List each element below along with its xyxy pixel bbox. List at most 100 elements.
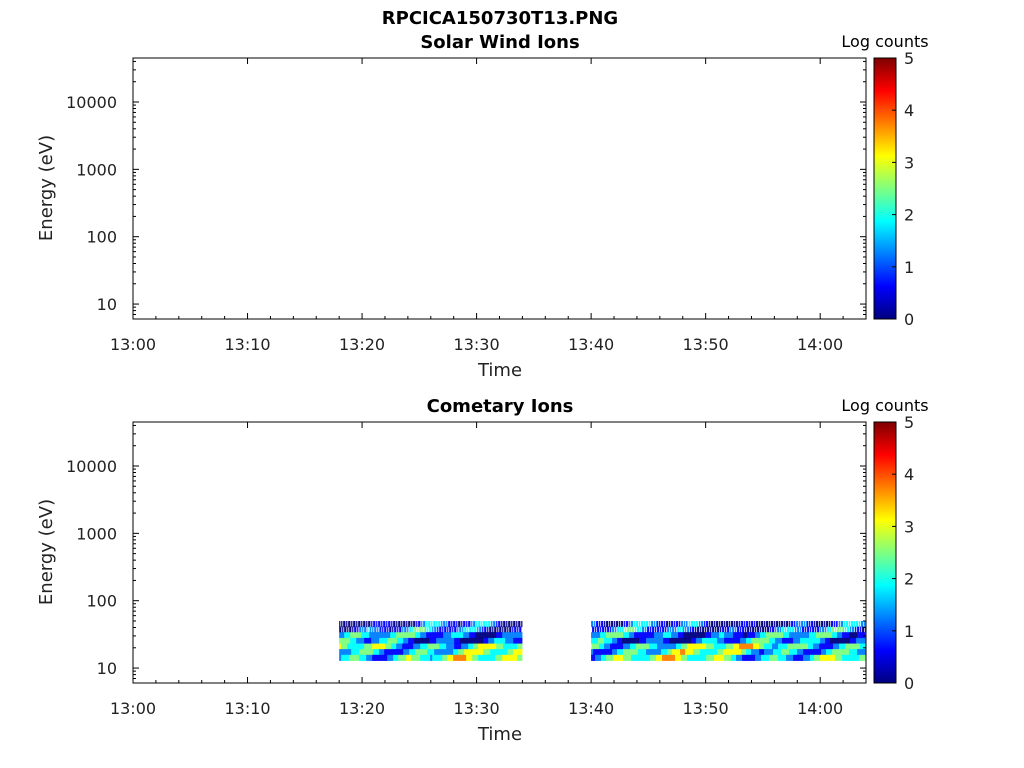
heatmap-cell bbox=[730, 643, 732, 650]
heatmap-cell bbox=[863, 637, 865, 644]
heatmap-cell bbox=[695, 643, 697, 650]
heatmap-cell bbox=[779, 621, 781, 628]
heatmap-cell bbox=[434, 637, 436, 644]
heatmap-cell bbox=[407, 632, 409, 639]
heatmap-cell bbox=[736, 643, 738, 650]
heatmap-cell bbox=[610, 626, 612, 633]
heatmap-cell bbox=[799, 632, 801, 639]
heatmap-cell bbox=[748, 632, 750, 639]
heatmap-cell bbox=[717, 637, 719, 644]
heatmap-cell bbox=[422, 632, 424, 639]
heatmap-cell bbox=[598, 643, 600, 650]
heatmap-cell bbox=[493, 643, 495, 650]
heatmap-cell bbox=[702, 654, 704, 661]
heatmap-cell bbox=[485, 626, 487, 633]
heatmap-cell bbox=[463, 643, 465, 650]
heatmap-cell bbox=[379, 654, 381, 661]
heatmap-cell bbox=[807, 654, 809, 661]
heatmap-cell bbox=[804, 654, 806, 661]
heatmap-cell bbox=[419, 621, 421, 628]
heatmap-cell bbox=[767, 632, 769, 639]
heatmap-cell bbox=[861, 632, 863, 639]
heatmap-cell bbox=[695, 632, 697, 639]
heatmap-cell bbox=[836, 637, 838, 644]
heatmap-cell bbox=[351, 632, 353, 639]
heatmap-cell bbox=[777, 626, 779, 633]
heatmap-cell bbox=[631, 632, 633, 639]
heatmap-cell bbox=[609, 643, 611, 650]
heatmap-cell bbox=[374, 632, 376, 639]
heatmap-cell bbox=[447, 649, 449, 656]
heatmap-cell bbox=[781, 649, 783, 656]
heatmap-cell bbox=[738, 649, 740, 656]
heatmap-cell bbox=[465, 637, 467, 644]
heatmap-cell bbox=[641, 654, 643, 661]
heatmap-cell bbox=[362, 649, 364, 656]
heatmap-cell bbox=[676, 643, 678, 650]
heatmap-cell bbox=[702, 649, 704, 656]
heatmap-cell bbox=[730, 649, 732, 656]
heatmap-cell bbox=[428, 643, 430, 650]
heatmap-cell bbox=[717, 643, 719, 650]
heatmap-cell bbox=[394, 632, 396, 639]
heatmap-cell bbox=[785, 654, 787, 661]
heatmap-cell bbox=[732, 643, 734, 650]
heatmap-cell bbox=[815, 654, 817, 661]
heatmap-cell bbox=[401, 649, 403, 656]
heatmap-cell bbox=[469, 643, 471, 650]
heatmap-cell bbox=[595, 637, 597, 644]
heatmap-cell bbox=[640, 626, 642, 633]
heatmap-cell bbox=[834, 637, 836, 644]
heatmap-cell bbox=[511, 643, 513, 650]
heatmap-cell bbox=[343, 649, 345, 656]
heatmap-cell bbox=[413, 632, 415, 639]
heatmap-cell bbox=[850, 626, 852, 633]
heatmap-cell bbox=[629, 637, 631, 644]
heatmap-cell bbox=[703, 637, 705, 644]
heatmap-cell bbox=[502, 637, 504, 644]
heatmap-cell bbox=[804, 632, 806, 639]
heatmap-cell bbox=[809, 654, 811, 661]
heatmap-cell bbox=[850, 654, 852, 661]
colorbar-tick-label: 5 bbox=[904, 413, 914, 432]
heatmap-cell bbox=[355, 632, 357, 639]
heatmap-cell bbox=[822, 632, 824, 639]
heatmap-cell bbox=[591, 643, 593, 650]
heatmap-cell bbox=[613, 637, 615, 644]
heatmap-cell bbox=[649, 643, 651, 650]
heatmap-cell bbox=[826, 632, 828, 639]
heatmap-cell bbox=[422, 626, 424, 633]
heatmap-cell bbox=[652, 626, 654, 633]
heatmap-cell bbox=[704, 649, 706, 656]
heatmap-cell bbox=[785, 649, 787, 656]
heatmap-cell bbox=[826, 621, 828, 628]
heatmap-cell bbox=[505, 654, 507, 661]
heatmap-cell bbox=[811, 621, 813, 628]
heatmap-cell bbox=[622, 637, 624, 644]
heatmap-cell bbox=[388, 621, 390, 628]
heatmap-cell bbox=[388, 643, 390, 650]
heatmap-cell bbox=[682, 632, 684, 639]
heatmap-cell bbox=[844, 649, 846, 656]
heatmap-cell bbox=[814, 649, 816, 656]
heatmap-cell bbox=[690, 649, 692, 656]
heatmap-cell bbox=[416, 632, 418, 639]
heatmap-cell bbox=[851, 649, 853, 656]
heatmap-cell bbox=[773, 654, 775, 661]
heatmap-cell bbox=[599, 621, 601, 628]
heatmap-cell bbox=[596, 621, 598, 628]
heatmap-cell bbox=[769, 649, 771, 656]
heatmap-cell bbox=[698, 654, 700, 661]
heatmap-cell bbox=[656, 643, 658, 650]
heatmap-cell bbox=[342, 637, 344, 644]
heatmap-cell bbox=[492, 632, 494, 639]
heatmap-cell bbox=[648, 649, 650, 656]
heatmap-cell bbox=[619, 643, 621, 650]
heatmap-cell bbox=[753, 637, 755, 644]
heatmap-cell bbox=[860, 626, 862, 633]
heatmap-cell bbox=[843, 643, 845, 650]
heatmap-cell bbox=[732, 632, 734, 639]
heatmap-cell bbox=[447, 632, 449, 639]
heatmap-cell bbox=[609, 621, 611, 628]
heatmap-cell bbox=[719, 649, 721, 656]
